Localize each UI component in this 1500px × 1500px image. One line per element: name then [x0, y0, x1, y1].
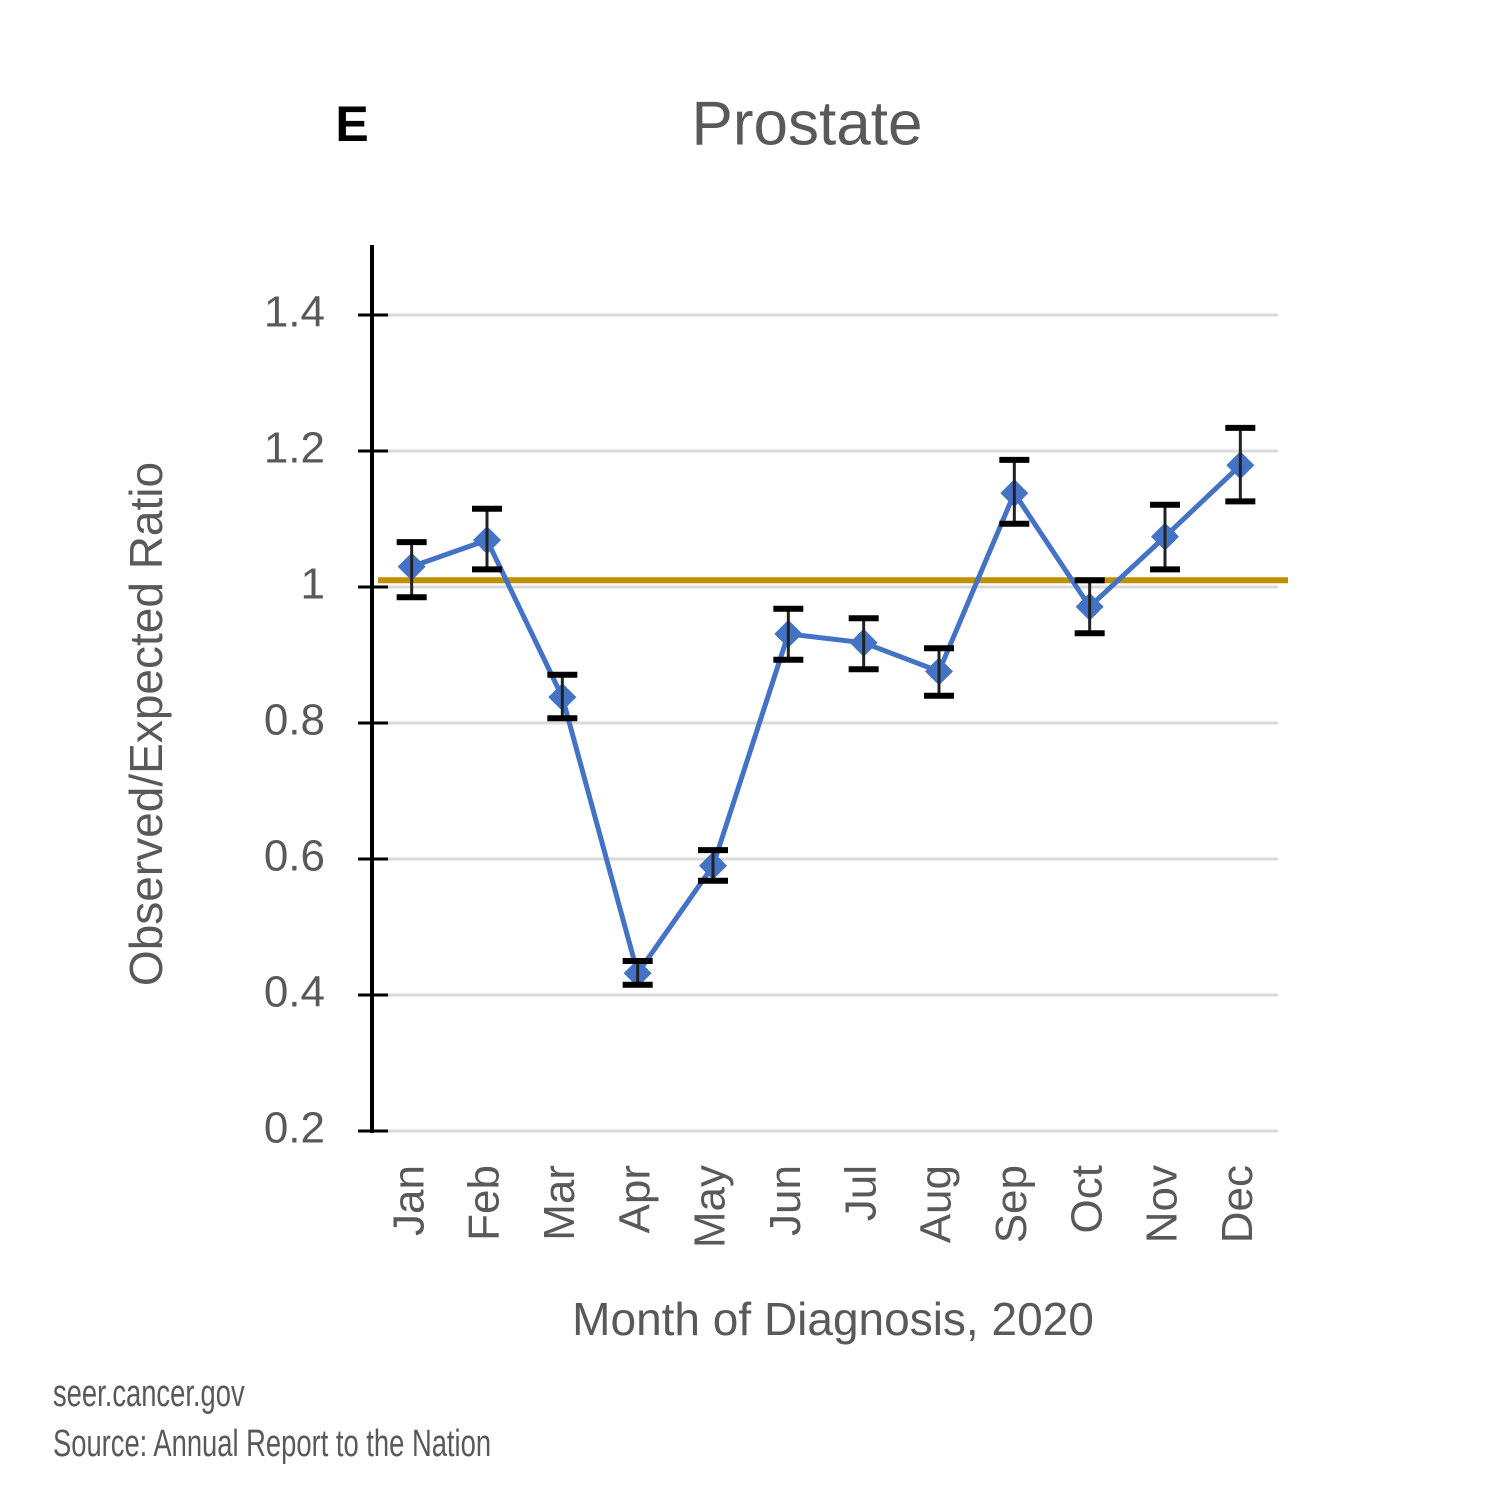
x-tick-label: Jul [836, 1165, 885, 1221]
x-axis-label: Month of Diagnosis, 2020 [572, 1293, 1094, 1345]
x-tick-label: Apr [610, 1165, 659, 1233]
x-tick-label: Sep [987, 1165, 1036, 1243]
chart-title: Prostate [692, 89, 923, 158]
y-tick-label: 0.6 [264, 832, 325, 881]
panel-label: E [335, 96, 368, 152]
y-tick-label: 0.8 [264, 696, 325, 745]
y-tick-label: 1.4 [264, 288, 325, 337]
x-tick-label: Oct [1062, 1165, 1111, 1233]
y-tick-label: 0.4 [264, 968, 325, 1017]
y-tick-label: 1 [301, 560, 325, 609]
data-line [410, 463, 1243, 980]
x-tick-label: Mar [535, 1165, 584, 1241]
source-text: Source: Annual Report to the Nation [53, 1423, 491, 1465]
x-tick-label: Jun [761, 1165, 810, 1236]
x-tick-label: Aug [912, 1165, 961, 1243]
y-axis-label: Observed/Expected Ratio [120, 462, 172, 986]
x-tick-label: Jan [384, 1165, 433, 1236]
y-tick-label: 1.2 [264, 424, 325, 473]
x-tick-label: Dec [1213, 1165, 1262, 1243]
x-tick-label: Feb [460, 1165, 509, 1241]
x-tick-label: May [686, 1165, 735, 1248]
source-text: seer.cancer.gov [53, 1373, 245, 1415]
x-tick-label: Nov [1138, 1165, 1187, 1243]
y-tick-label: 0.2 [264, 1104, 325, 1153]
